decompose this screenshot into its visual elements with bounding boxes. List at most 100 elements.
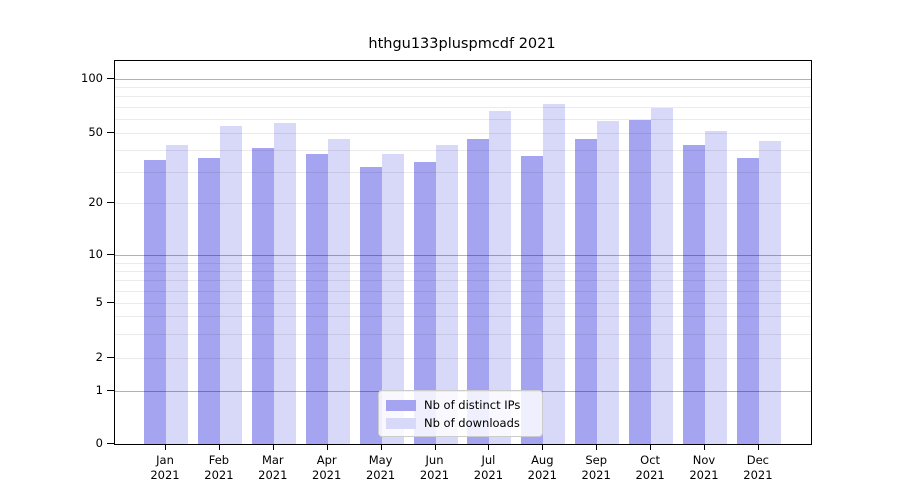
x-tick-label-month: Mar [261,453,284,467]
gridline-minor [115,96,811,98]
x-tick-mark [596,444,598,450]
gridline-minor [115,279,811,281]
chart-title: hthgu133pluspmcdf 2021 [368,36,556,52]
y-tick-label: 10 [88,247,103,262]
gridline-major [115,255,811,257]
y-tick-label: 20 [88,195,103,210]
x-tick-mark [380,444,382,450]
x-tick-label: Apr 2021 [297,453,357,483]
x-tick-label: Jul 2021 [458,453,518,483]
y-tick-mark [107,390,114,392]
x-tick-label: May 2021 [351,453,411,483]
bar-distinct-ips [144,160,166,444]
bar-downloads [273,122,296,444]
x-tick-label-year: 2021 [689,468,719,482]
gridline-minor [115,133,811,134]
y-tick-mark [107,78,114,79]
y-tick-label: 2 [95,350,103,365]
x-tick-mark [218,444,220,450]
x-tick-label-year: 2021 [635,468,665,482]
x-tick-label: Feb 2021 [189,453,249,483]
gridline-minor [115,87,811,89]
legend-swatch [386,417,416,429]
x-tick-label: Jan 2021 [135,453,195,483]
x-tick-label: Aug 2021 [512,453,572,483]
x-tick-label-month: May [368,453,393,467]
gridline-minor [115,358,811,360]
bar-distinct-ips [736,158,759,444]
gridline-minor [115,172,811,174]
bar-downloads [758,141,781,444]
y-tick-label: 5 [95,295,103,310]
y-tick-label: 100 [81,71,103,85]
gridline-minor [115,150,811,152]
x-tick-mark [434,444,436,450]
x-tick-label-year: 2021 [581,468,611,482]
x-tick-label-month: Aug [531,453,554,467]
x-tick-label-year: 2021 [365,468,396,482]
x-tick-label-month: Apr [316,453,337,467]
y-tick-mark [107,132,114,133]
legend-item: Nb of downloads [386,415,534,431]
y-tick-mark [107,443,114,444]
x-tick-label: Nov 2021 [674,453,734,483]
bar-distinct-ips [683,144,705,444]
x-tick-label-year: 2021 [473,468,504,482]
bar-distinct-ips [629,120,652,444]
plot-area [114,60,812,445]
bar-downloads [705,131,727,444]
gridline-minor [115,316,811,318]
bar-distinct-ips [575,139,598,444]
legend-label: Nb of distinct IPs [424,398,521,412]
legend-swatch [386,399,416,411]
gridline-minor [115,333,811,335]
x-tick-label-year: 2021 [258,468,288,482]
y-tick-label: 50 [88,125,103,139]
x-tick-label-year: 2021 [419,468,450,482]
x-tick-label-month: Sep [585,453,608,467]
bar-downloads [166,144,188,444]
x-tick-label-month: Dec [746,453,770,467]
gridline-major [115,79,811,80]
x-tick-label: Jun 2021 [405,453,465,483]
bar-downloads [327,139,350,444]
x-tick-label: Oct 2021 [620,453,680,483]
x-tick-mark [165,444,166,450]
x-tick-label-year: 2021 [743,468,773,482]
legend-item: Nb of distinct IPs [386,397,534,413]
x-tick-label-year: 2021 [527,468,557,482]
x-tick-mark [542,444,544,450]
y-tick-mark [107,254,114,256]
y-tick-label: 0 [95,436,103,450]
x-tick-label-month: Feb [208,453,230,467]
bar-downloads [219,125,242,444]
x-tick-label-month: Jan [156,453,174,467]
x-tick-label-year: 2021 [204,468,234,482]
x-tick-mark [272,444,274,450]
gridline-minor [115,203,811,205]
bar-downloads [597,121,620,444]
bar-downloads [489,111,512,444]
bar-downloads [435,144,458,444]
bar-distinct-ips [197,158,220,444]
gridline-minor [115,118,811,120]
bar-distinct-ips [521,156,544,444]
y-tick-label: 1 [95,383,103,398]
x-tick-label-month: Nov [692,453,716,467]
x-tick-mark [704,444,705,450]
bar-distinct-ips [413,162,436,444]
x-tick-label-month: Jun [425,453,444,467]
x-tick-mark [326,444,328,450]
legend: Nb of distinct IPs Nb of downloads [378,390,543,437]
x-tick-label-year: 2021 [312,468,342,482]
x-tick-label-year: 2021 [150,468,180,482]
gridline-minor [115,303,811,305]
x-tick-label-month: Oct [640,453,661,467]
bar-distinct-ips [251,148,274,444]
gridline-minor [115,290,811,292]
x-tick-label: Sep 2021 [566,453,626,483]
bar-downloads [543,103,566,444]
gridline-minor [115,270,811,272]
gridline-minor [115,262,811,264]
